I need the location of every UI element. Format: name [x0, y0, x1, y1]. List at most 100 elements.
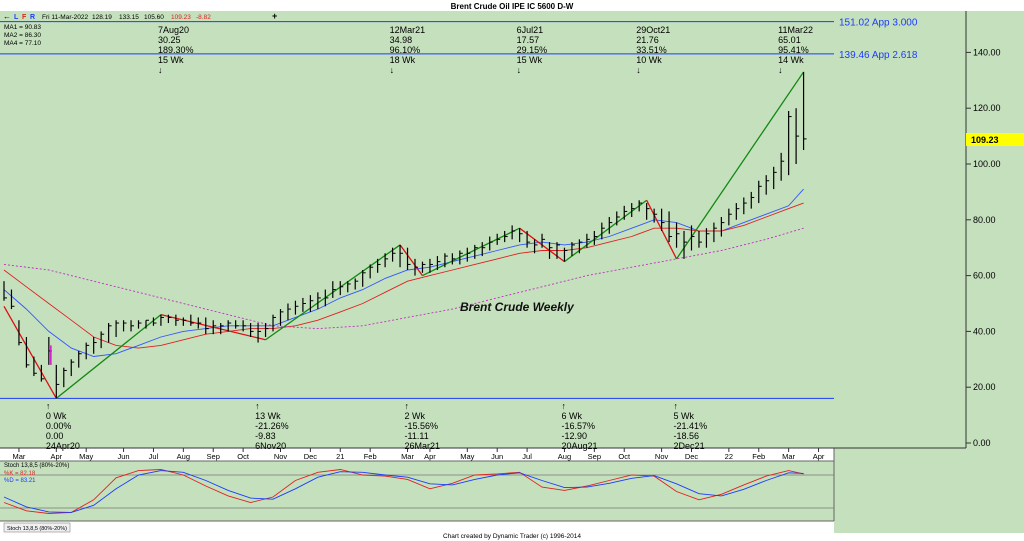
x-tick-label: Jul: [149, 452, 159, 461]
ma1-label: MA1 = 90.83: [4, 24, 41, 31]
price-bar: [108, 323, 112, 343]
y-tick-label: 140.00: [973, 47, 1001, 57]
price-bar: [474, 244, 478, 259]
x-tick-label: Apr: [50, 452, 62, 461]
swing-bottom-label: -9.83: [255, 431, 276, 441]
price-bar: [683, 230, 688, 259]
price-bar: [332, 281, 336, 298]
price-bar: [668, 211, 673, 243]
swing-top-label: 17.57: [517, 35, 540, 45]
chart-annotation: Brent Crude Weekly: [460, 300, 575, 314]
price-bar: [713, 222, 717, 243]
toolbar-l-button[interactable]: L: [14, 14, 19, 21]
price-bar: [511, 225, 516, 240]
price-bar: [563, 247, 568, 262]
price-bar: [489, 236, 493, 251]
price-bar: [272, 314, 277, 332]
toolbar-f-button[interactable]: F: [22, 14, 27, 21]
price-bar: [354, 278, 359, 290]
price-bar: [257, 323, 262, 343]
price-bar: [459, 250, 463, 265]
swing-top-label: ↓: [517, 65, 522, 75]
price-bar: [593, 230, 598, 245]
x-tick-label: Oct: [237, 452, 250, 461]
price-bar: [705, 228, 710, 248]
price-bar: [100, 331, 105, 349]
left-arrow-icon[interactable]: ←: [3, 12, 11, 21]
footer-credit: Chart created by Dynamic Trader (c) 1996…: [443, 533, 581, 540]
swing-bottom-label: ↑: [561, 401, 566, 411]
price-bar: [623, 205, 628, 220]
price-bar: [698, 230, 702, 248]
x-tick-label: Sep: [207, 452, 220, 461]
price-bar: [3, 281, 7, 301]
x-tick-label: Aug: [558, 452, 571, 461]
swing-bottom-label: 2 Wk: [405, 411, 426, 421]
swing-top-label: 96.10%: [390, 45, 421, 55]
price-bar: [369, 264, 374, 279]
x-tick-label: Nov: [655, 452, 669, 461]
swing-top-label: 10 Wk: [636, 55, 662, 65]
x-tick-label: 22: [725, 452, 733, 461]
projection-label: 151.02 App 3.000: [839, 18, 918, 29]
swing-top-label: 95.41%: [778, 45, 809, 55]
x-tick-label: Apr: [813, 452, 825, 461]
y-tick-label: 80.00: [973, 215, 996, 225]
x-tick-label: Dec: [304, 452, 318, 461]
x-tick-label: Jul: [522, 452, 532, 461]
price-bar: [481, 242, 486, 257]
swing-bottom-label: 0.00: [46, 431, 64, 441]
x-tick-label: Mar: [782, 452, 795, 461]
price-bar: [436, 256, 441, 271]
swing-top-label: 18 Wk: [390, 55, 416, 65]
bar-open: 128.19: [92, 14, 112, 21]
swing-bottom-label: 13 Wk: [255, 411, 281, 421]
price-bar: [646, 203, 650, 220]
swing-bottom-label: -18.56: [674, 431, 700, 441]
ma2-label: MA2 = 86.30: [4, 32, 41, 39]
plus-icon[interactable]: +: [272, 11, 277, 21]
swing-top-label: 189.30%: [158, 45, 194, 55]
price-bar: [122, 320, 127, 332]
price-bar: [675, 222, 680, 248]
price-bar: [63, 367, 67, 388]
x-tick-label: Mar: [12, 452, 25, 461]
price-bar: [212, 320, 217, 335]
swing-bottom-label: 6 Wk: [561, 411, 582, 421]
price-bar: [735, 203, 740, 220]
price-bar: [795, 108, 800, 164]
price-bar: [758, 180, 762, 204]
bar-close: 109.23: [171, 14, 191, 21]
bar-high: 133.15: [119, 14, 139, 21]
x-tick-label: 21: [336, 452, 344, 461]
x-tick-label: Feb: [364, 452, 377, 461]
price-bar: [287, 303, 291, 321]
price-bar: [227, 320, 232, 332]
bar-change: -8.82: [196, 14, 211, 21]
price-bar: [690, 225, 695, 251]
price-bar: [429, 258, 433, 273]
price-bar: [115, 320, 120, 337]
x-tick-label: Dec: [685, 452, 699, 461]
stoch-k-label: %K = 82.18: [4, 471, 36, 477]
price-bar: [18, 320, 22, 346]
price-bar: [145, 319, 149, 329]
swing-bottom-label: ↑: [674, 401, 679, 411]
toolbar-r-button[interactable]: R: [30, 14, 35, 21]
x-tick-label: Aug: [177, 452, 190, 461]
ma-line-ma4: [3, 227, 804, 330]
swing-line: [422, 227, 520, 277]
price-panel: [0, 11, 966, 448]
price-bar: [309, 295, 314, 312]
price-bar: [324, 289, 329, 307]
price-bar: [406, 247, 411, 271]
price-bar: [571, 242, 575, 257]
swing-top-label: 11Mar22: [778, 25, 813, 35]
swing-top-label: 34.98: [390, 35, 413, 45]
stoch-tab[interactable]: [3, 522, 71, 533]
swing-top-label: ↓: [778, 65, 783, 75]
stoch-k-line: [3, 469, 804, 514]
price-bar: [504, 230, 508, 243]
price-bar: [616, 211, 620, 226]
